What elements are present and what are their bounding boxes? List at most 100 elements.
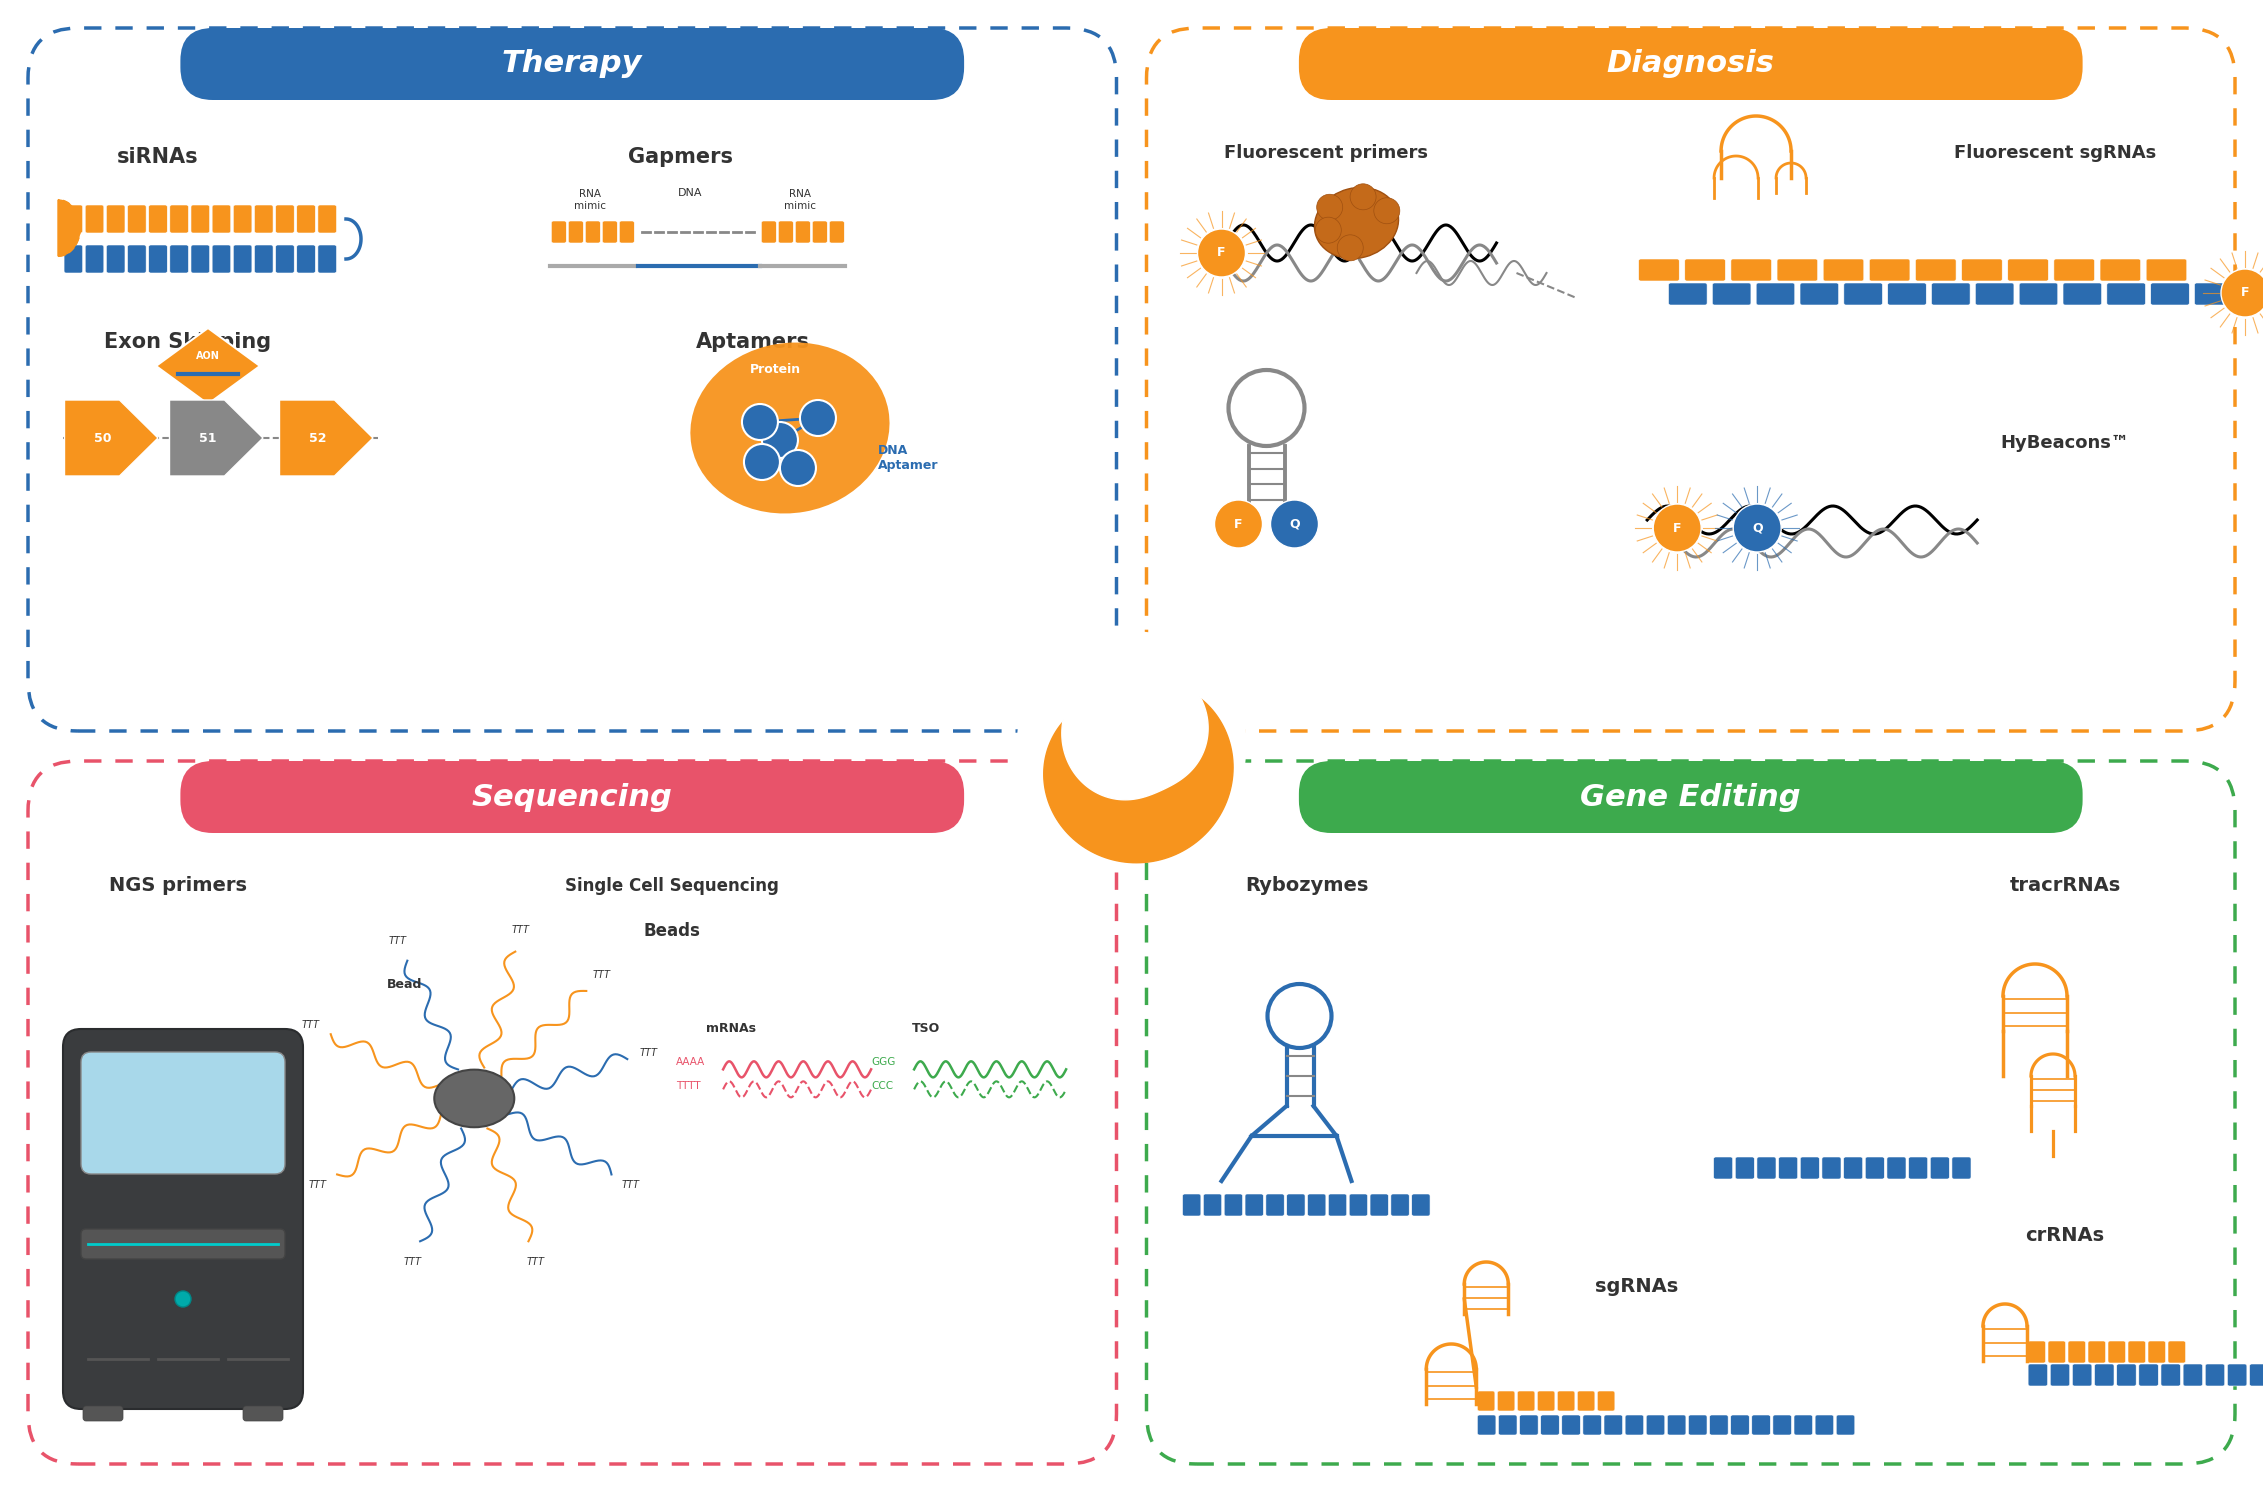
FancyBboxPatch shape [1668, 283, 1706, 304]
FancyBboxPatch shape [242, 1405, 283, 1420]
FancyBboxPatch shape [1561, 1414, 1580, 1435]
FancyBboxPatch shape [1369, 1194, 1389, 1216]
FancyBboxPatch shape [2100, 260, 2141, 280]
FancyBboxPatch shape [2168, 1341, 2186, 1364]
FancyBboxPatch shape [2089, 1341, 2105, 1364]
FancyBboxPatch shape [1412, 1194, 1430, 1216]
FancyBboxPatch shape [233, 204, 251, 233]
Circle shape [763, 422, 799, 458]
Text: TTT: TTT [527, 1256, 545, 1267]
FancyBboxPatch shape [2195, 283, 2234, 304]
FancyBboxPatch shape [2028, 1341, 2046, 1364]
FancyBboxPatch shape [2238, 283, 2263, 304]
Circle shape [1733, 504, 1781, 552]
Circle shape [1270, 500, 1319, 548]
FancyBboxPatch shape [1776, 260, 1817, 280]
Text: DNA: DNA [679, 188, 704, 198]
FancyBboxPatch shape [2227, 1364, 2247, 1386]
FancyBboxPatch shape [1498, 1414, 1516, 1435]
FancyBboxPatch shape [1516, 1391, 1534, 1411]
FancyBboxPatch shape [1930, 1156, 1948, 1179]
FancyBboxPatch shape [812, 221, 828, 243]
Text: Gene Editing: Gene Editing [1580, 782, 1801, 812]
FancyBboxPatch shape [149, 245, 167, 273]
FancyBboxPatch shape [1478, 1414, 1496, 1435]
Text: NGS primers: NGS primers [109, 876, 247, 895]
FancyBboxPatch shape [1731, 1414, 1749, 1435]
FancyBboxPatch shape [2107, 283, 2145, 304]
FancyBboxPatch shape [1537, 1391, 1555, 1411]
Text: tracrRNAs: tracrRNAs [2010, 876, 2120, 895]
FancyBboxPatch shape [81, 1229, 285, 1259]
Ellipse shape [434, 1070, 514, 1128]
Text: sgRNAs: sgRNAs [1595, 1277, 1677, 1297]
Text: Rybozymes: Rybozymes [1245, 876, 1369, 895]
Circle shape [1351, 184, 1376, 210]
FancyBboxPatch shape [1498, 1391, 1514, 1411]
FancyBboxPatch shape [296, 204, 315, 233]
Text: RNA
mimic: RNA mimic [785, 189, 817, 210]
FancyBboxPatch shape [1604, 1414, 1623, 1435]
FancyBboxPatch shape [2050, 1364, 2071, 1386]
FancyBboxPatch shape [1908, 1156, 1928, 1179]
FancyBboxPatch shape [1772, 1414, 1792, 1435]
Text: TTT: TTT [622, 1180, 640, 1191]
FancyBboxPatch shape [106, 204, 124, 233]
FancyBboxPatch shape [1962, 260, 2003, 280]
FancyBboxPatch shape [181, 28, 964, 100]
Text: 50: 50 [95, 431, 111, 445]
FancyBboxPatch shape [1299, 761, 2082, 833]
FancyBboxPatch shape [778, 221, 794, 243]
Text: Gapmers: Gapmers [627, 148, 733, 167]
Polygon shape [281, 400, 373, 476]
FancyBboxPatch shape [2048, 1341, 2066, 1364]
FancyBboxPatch shape [1668, 1414, 1686, 1435]
FancyBboxPatch shape [1288, 1194, 1306, 1216]
Text: Aptamers: Aptamers [695, 333, 810, 352]
Text: Beads: Beads [643, 922, 702, 940]
FancyBboxPatch shape [190, 245, 210, 273]
Text: Therapy: Therapy [502, 49, 643, 79]
FancyBboxPatch shape [2204, 1364, 2225, 1386]
Polygon shape [156, 328, 260, 404]
FancyBboxPatch shape [1756, 283, 1795, 304]
FancyBboxPatch shape [1299, 28, 2082, 100]
FancyBboxPatch shape [1392, 1194, 1410, 1216]
FancyBboxPatch shape [1835, 1414, 1856, 1435]
Text: F: F [1217, 246, 1227, 260]
Text: RNA
mimic: RNA mimic [575, 189, 606, 210]
FancyBboxPatch shape [1204, 1194, 1222, 1216]
Text: HyBeacons™: HyBeacons™ [2000, 434, 2129, 452]
Polygon shape [1061, 659, 1208, 800]
FancyBboxPatch shape [317, 245, 337, 273]
Circle shape [799, 400, 835, 436]
FancyBboxPatch shape [2096, 1364, 2114, 1386]
Text: Fluorescent sgRNAs: Fluorescent sgRNAs [1953, 145, 2157, 163]
FancyBboxPatch shape [1865, 1156, 1885, 1179]
FancyBboxPatch shape [106, 245, 124, 273]
Polygon shape [170, 400, 263, 476]
Circle shape [742, 404, 778, 440]
Text: Protein: Protein [749, 363, 801, 376]
Circle shape [1197, 228, 1245, 278]
Text: CCC: CCC [871, 1082, 894, 1091]
FancyBboxPatch shape [233, 245, 251, 273]
Polygon shape [1043, 682, 1233, 862]
FancyBboxPatch shape [1914, 260, 1955, 280]
FancyBboxPatch shape [170, 245, 188, 273]
FancyBboxPatch shape [296, 245, 315, 273]
FancyBboxPatch shape [1625, 1414, 1643, 1435]
FancyBboxPatch shape [2064, 283, 2102, 304]
Text: 51: 51 [199, 431, 217, 445]
FancyBboxPatch shape [552, 221, 566, 243]
FancyBboxPatch shape [828, 221, 844, 243]
Text: Bead: Bead [387, 979, 421, 992]
Text: 52: 52 [310, 431, 326, 445]
FancyBboxPatch shape [2073, 1364, 2091, 1386]
Text: mRNAs: mRNAs [706, 1022, 756, 1035]
FancyBboxPatch shape [1598, 1391, 1616, 1411]
FancyBboxPatch shape [2109, 1341, 2125, 1364]
FancyBboxPatch shape [86, 204, 104, 233]
Circle shape [2220, 269, 2263, 316]
Text: TTT: TTT [593, 970, 611, 980]
